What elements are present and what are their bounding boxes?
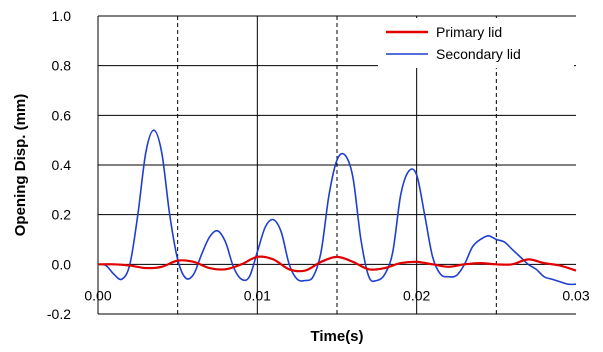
x-tick-label: 0.03 <box>562 287 589 303</box>
y-tick-label: 0.4 <box>52 157 72 173</box>
y-tick-label: 0.6 <box>52 107 72 123</box>
x-tick-label: 0.00 <box>84 287 111 303</box>
series-group <box>97 129 577 286</box>
y-tick-label: 1.0 <box>52 8 72 24</box>
x-tick-label: 0.02 <box>403 287 430 303</box>
legend-label-secondary-lid: Secondary lid <box>436 46 521 62</box>
y-axis-title: Opening Disp. (mm) <box>12 94 29 237</box>
x-axis-ticks: 0.00 0.01 0.02 0.03 <box>84 287 589 303</box>
series-line-secondary-lid <box>97 129 577 286</box>
legend: Primary lid Secondary lid <box>378 18 574 68</box>
series-line-primary-lid <box>97 255 577 273</box>
x-tick-label: 0.01 <box>244 287 271 303</box>
legend-label-primary-lid: Primary lid <box>436 24 502 40</box>
y-tick-label: 0.0 <box>52 256 72 272</box>
y-tick-label: 0.8 <box>52 58 72 74</box>
y-tick-label: 0.2 <box>52 207 72 223</box>
y-tick-label: -0.2 <box>47 306 71 322</box>
y-axis-ticks: -0.2 0.0 0.2 0.4 0.6 0.8 1.0 <box>47 8 71 322</box>
x-axis-title: Time(s) <box>310 328 363 345</box>
legend-box <box>378 18 574 68</box>
